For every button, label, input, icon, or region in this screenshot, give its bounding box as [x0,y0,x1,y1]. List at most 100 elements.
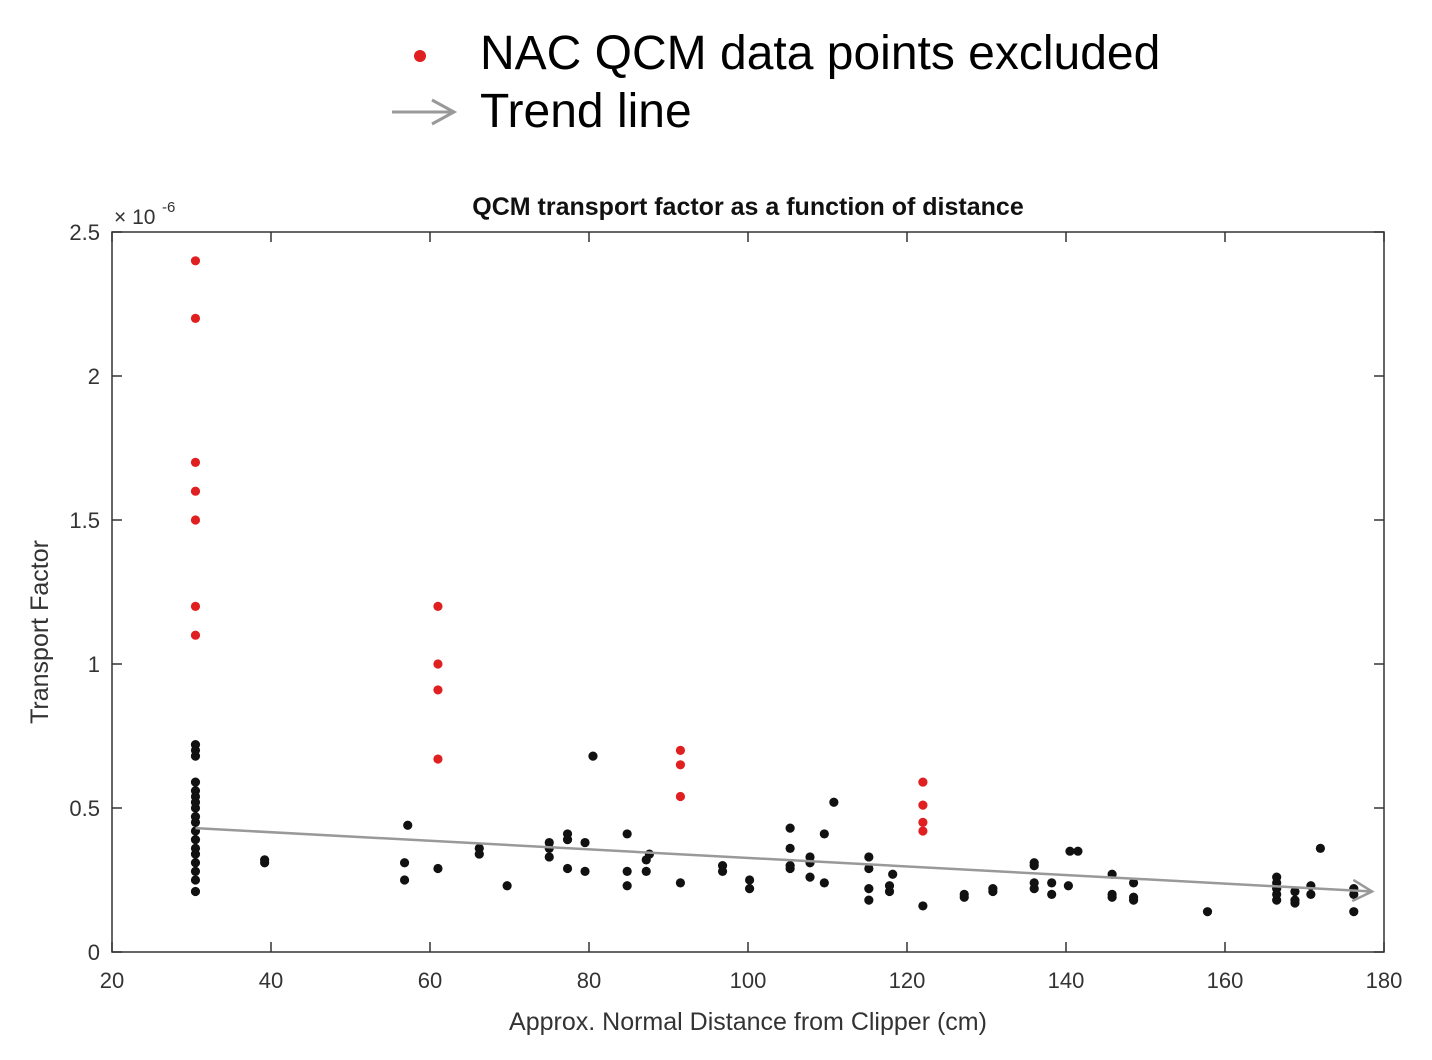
data-point [190,858,201,868]
excluded-data-point [433,754,443,764]
data-point [562,829,573,839]
data-point [864,884,874,894]
data-point [1047,878,1057,888]
data-point [641,866,651,876]
excluded-data-point [190,601,201,611]
data-point [1128,892,1139,902]
data-point [829,797,839,807]
data-point [588,751,598,761]
legend-item-excluded: NAC QCM data points excluded [380,24,1160,84]
x-tick-label: 60 [418,968,442,993]
y-tick-label: 1.5 [69,508,100,533]
data-point [580,866,590,876]
data-point [502,881,512,891]
data-point [785,843,795,853]
data-point [819,878,829,888]
data-point [1063,881,1073,891]
y-tick-label: 2 [88,364,100,389]
excluded-data-point [675,791,686,802]
x-tick-label: 100 [730,968,767,993]
legend-item-trend: Trend line [380,82,692,142]
excluded-data-point [918,826,928,836]
y-tick-label: 0.5 [69,796,100,821]
data-point [1349,907,1359,917]
y-tick-label: 2.5 [69,220,100,245]
data-point [403,820,413,830]
excluded-data-point [918,777,928,787]
data-point [717,861,728,871]
legend-label-trend: Trend line [480,85,692,138]
data-point [1029,878,1039,888]
data-point [1065,846,1075,856]
excluded-data-point [190,486,201,496]
data-point [819,829,829,839]
legend-label-excluded: NAC QCM data points excluded [480,27,1161,80]
data-point [1272,872,1282,882]
y-tick-label: 0 [88,940,100,965]
data-point [864,863,874,874]
x-tick-label: 140 [1048,968,1085,993]
data-point [190,812,201,822]
data-point [190,886,201,897]
data-point [1306,889,1316,900]
data-point [190,740,201,750]
data-point [644,849,655,859]
excluded-data-point [918,817,928,828]
data-point [190,843,201,853]
data-point [190,866,201,876]
data-point [622,866,632,876]
data-point [399,875,410,885]
x-tick-label: 160 [1207,968,1244,993]
excluded-data-point [433,601,443,611]
trend-line-arrowhead [1351,878,1375,903]
data-point [864,895,874,905]
data-point [1107,889,1117,900]
data-point [1047,889,1057,900]
trend-line [195,826,1373,893]
data-point [580,837,590,848]
data-point [544,837,554,848]
data-point [1315,843,1325,853]
data-point [190,786,201,796]
x-tick-label: 180 [1366,968,1403,993]
data-point [1202,907,1213,917]
excluded-data-point [190,313,201,323]
red-dot-icon [380,24,480,84]
data-point [888,869,898,879]
y-exponent-label: × 10 [114,206,155,229]
data-point [399,858,410,868]
excluded-data-point [433,685,443,695]
data-point [805,852,815,862]
legend: NAC QCM data points excluded Trend line [380,22,1280,152]
data-point [562,863,573,874]
data-point [675,878,686,888]
data-point [884,881,895,891]
data-point [433,863,443,874]
data-point [1029,858,1039,868]
data-point [622,881,632,891]
data-point [190,835,201,845]
data-point [988,884,998,894]
data-point [190,777,201,787]
scatter-chart: 20 40 60 80 100 120 140 160 180 0 0.5 1 1.5 2 2.5 × 10-… [26,193,1403,1036]
data-point [1128,878,1139,888]
data-point [744,884,755,894]
data-point [622,829,632,839]
data-point [544,852,554,862]
x-tick-label: 120 [889,968,926,993]
data-point [918,901,928,911]
excluded-data-point [918,800,928,810]
plot-frame [111,231,1385,953]
data-point [474,843,484,853]
excluded-data-point [190,515,201,525]
data-point [959,889,969,900]
chart-title: QCM transport factor as a function of di… [472,193,1024,221]
data-point [785,861,795,871]
x-tick-label: 80 [577,968,601,993]
y-tick-label: 1 [88,652,100,677]
y-exponent-power: -6 [162,199,175,216]
x-tick-label: 20 [100,968,124,993]
arrow-right-icon [380,82,480,142]
excluded-data-point [433,659,443,669]
data-point [785,823,795,833]
